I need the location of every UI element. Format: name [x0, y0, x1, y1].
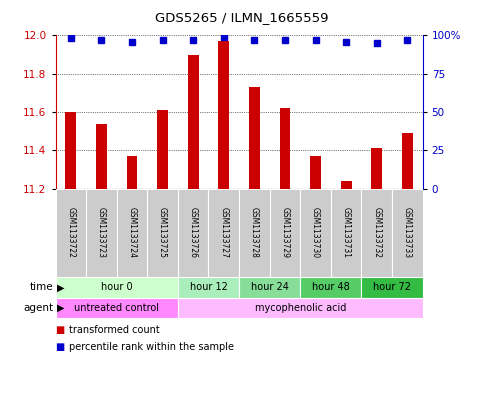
- Bar: [361, 189, 392, 277]
- Bar: [331, 189, 361, 277]
- Text: GSM1133727: GSM1133727: [219, 208, 228, 258]
- Bar: [239, 189, 270, 277]
- Bar: [371, 149, 382, 189]
- Bar: [310, 156, 321, 189]
- Bar: [127, 156, 137, 189]
- Text: GSM1133729: GSM1133729: [281, 208, 289, 258]
- Bar: [147, 189, 178, 277]
- Text: GDS5265 / ILMN_1665559: GDS5265 / ILMN_1665559: [155, 11, 328, 24]
- Bar: [209, 189, 239, 277]
- Text: ▶: ▶: [57, 282, 64, 292]
- Bar: [392, 189, 423, 277]
- Text: ■: ■: [56, 325, 65, 335]
- Text: GSM1133726: GSM1133726: [189, 208, 198, 258]
- Bar: [178, 189, 209, 277]
- Text: time: time: [29, 282, 53, 292]
- Bar: [402, 133, 412, 189]
- Text: ■: ■: [56, 342, 65, 353]
- Text: mycophenolic acid: mycophenolic acid: [255, 303, 346, 313]
- Text: hour 72: hour 72: [373, 282, 411, 292]
- Bar: [56, 298, 178, 318]
- Text: GSM1133730: GSM1133730: [311, 207, 320, 259]
- Bar: [300, 277, 361, 298]
- Bar: [86, 189, 117, 277]
- Text: GSM1133733: GSM1133733: [403, 207, 412, 259]
- Text: GSM1133724: GSM1133724: [128, 208, 137, 258]
- Text: hour 24: hour 24: [251, 282, 289, 292]
- Bar: [249, 87, 260, 189]
- Text: hour 0: hour 0: [101, 282, 132, 292]
- Text: hour 48: hour 48: [312, 282, 350, 292]
- Bar: [341, 181, 352, 189]
- Bar: [239, 277, 300, 298]
- Text: hour 12: hour 12: [189, 282, 227, 292]
- Bar: [157, 110, 168, 189]
- Bar: [361, 277, 423, 298]
- Bar: [96, 123, 107, 189]
- Bar: [178, 277, 239, 298]
- Bar: [117, 189, 147, 277]
- Bar: [56, 189, 86, 277]
- Text: GSM1133731: GSM1133731: [341, 208, 351, 258]
- Text: GSM1133723: GSM1133723: [97, 208, 106, 258]
- Text: percentile rank within the sample: percentile rank within the sample: [69, 342, 234, 353]
- Bar: [270, 189, 300, 277]
- Bar: [66, 112, 76, 189]
- Text: agent: agent: [23, 303, 53, 313]
- Bar: [178, 298, 423, 318]
- Text: GSM1133732: GSM1133732: [372, 208, 381, 258]
- Bar: [188, 55, 199, 189]
- Text: GSM1133728: GSM1133728: [250, 208, 259, 258]
- Bar: [300, 189, 331, 277]
- Text: GSM1133725: GSM1133725: [158, 208, 167, 258]
- Text: untreated control: untreated control: [74, 303, 159, 313]
- Text: ▶: ▶: [57, 303, 64, 313]
- Text: transformed count: transformed count: [69, 325, 160, 335]
- Bar: [56, 277, 178, 298]
- Text: GSM1133722: GSM1133722: [66, 208, 75, 258]
- Bar: [218, 41, 229, 189]
- Bar: [280, 108, 290, 189]
